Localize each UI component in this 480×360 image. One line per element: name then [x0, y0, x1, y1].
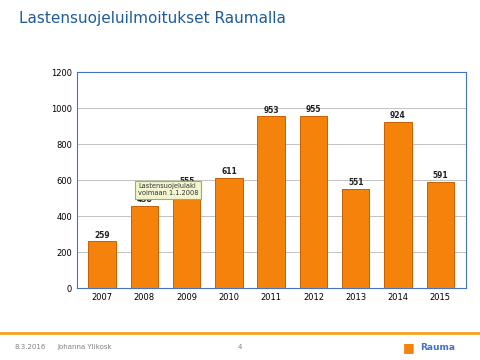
Text: 8.3.2016: 8.3.2016	[14, 345, 46, 350]
Bar	[173, 188, 201, 288]
Bar	[131, 206, 158, 288]
Text: 924: 924	[390, 111, 406, 120]
Text: Lastensuojeluilmoitukset Raumalla: Lastensuojeluilmoitukset Raumalla	[19, 11, 286, 26]
Text: 555: 555	[179, 177, 194, 186]
Text: 591: 591	[432, 171, 448, 180]
Text: 955: 955	[306, 105, 321, 114]
Text: 4: 4	[238, 345, 242, 350]
Text: 551: 551	[348, 178, 363, 187]
Text: ■: ■	[403, 341, 415, 354]
Bar	[300, 116, 327, 288]
Text: Lastensuojelulaki
voimaan 1.1.2008: Lastensuojelulaki voimaan 1.1.2008	[138, 183, 199, 196]
Text: 458: 458	[136, 195, 152, 204]
Text: 259: 259	[95, 231, 110, 240]
Bar	[342, 189, 370, 288]
Text: Lukumäärä: Lukumäärä	[0, 359, 1, 360]
Text: 953: 953	[264, 105, 279, 114]
Bar	[257, 116, 285, 288]
Text: Rauma: Rauma	[420, 343, 455, 352]
Bar	[88, 242, 116, 288]
Text: 611: 611	[221, 167, 237, 176]
Text: Vuosi: Vuosi	[0, 359, 1, 360]
Bar	[427, 181, 454, 288]
Bar	[215, 178, 243, 288]
Bar	[384, 122, 412, 288]
Text: Johanna Ylikosk: Johanna Ylikosk	[58, 345, 112, 350]
